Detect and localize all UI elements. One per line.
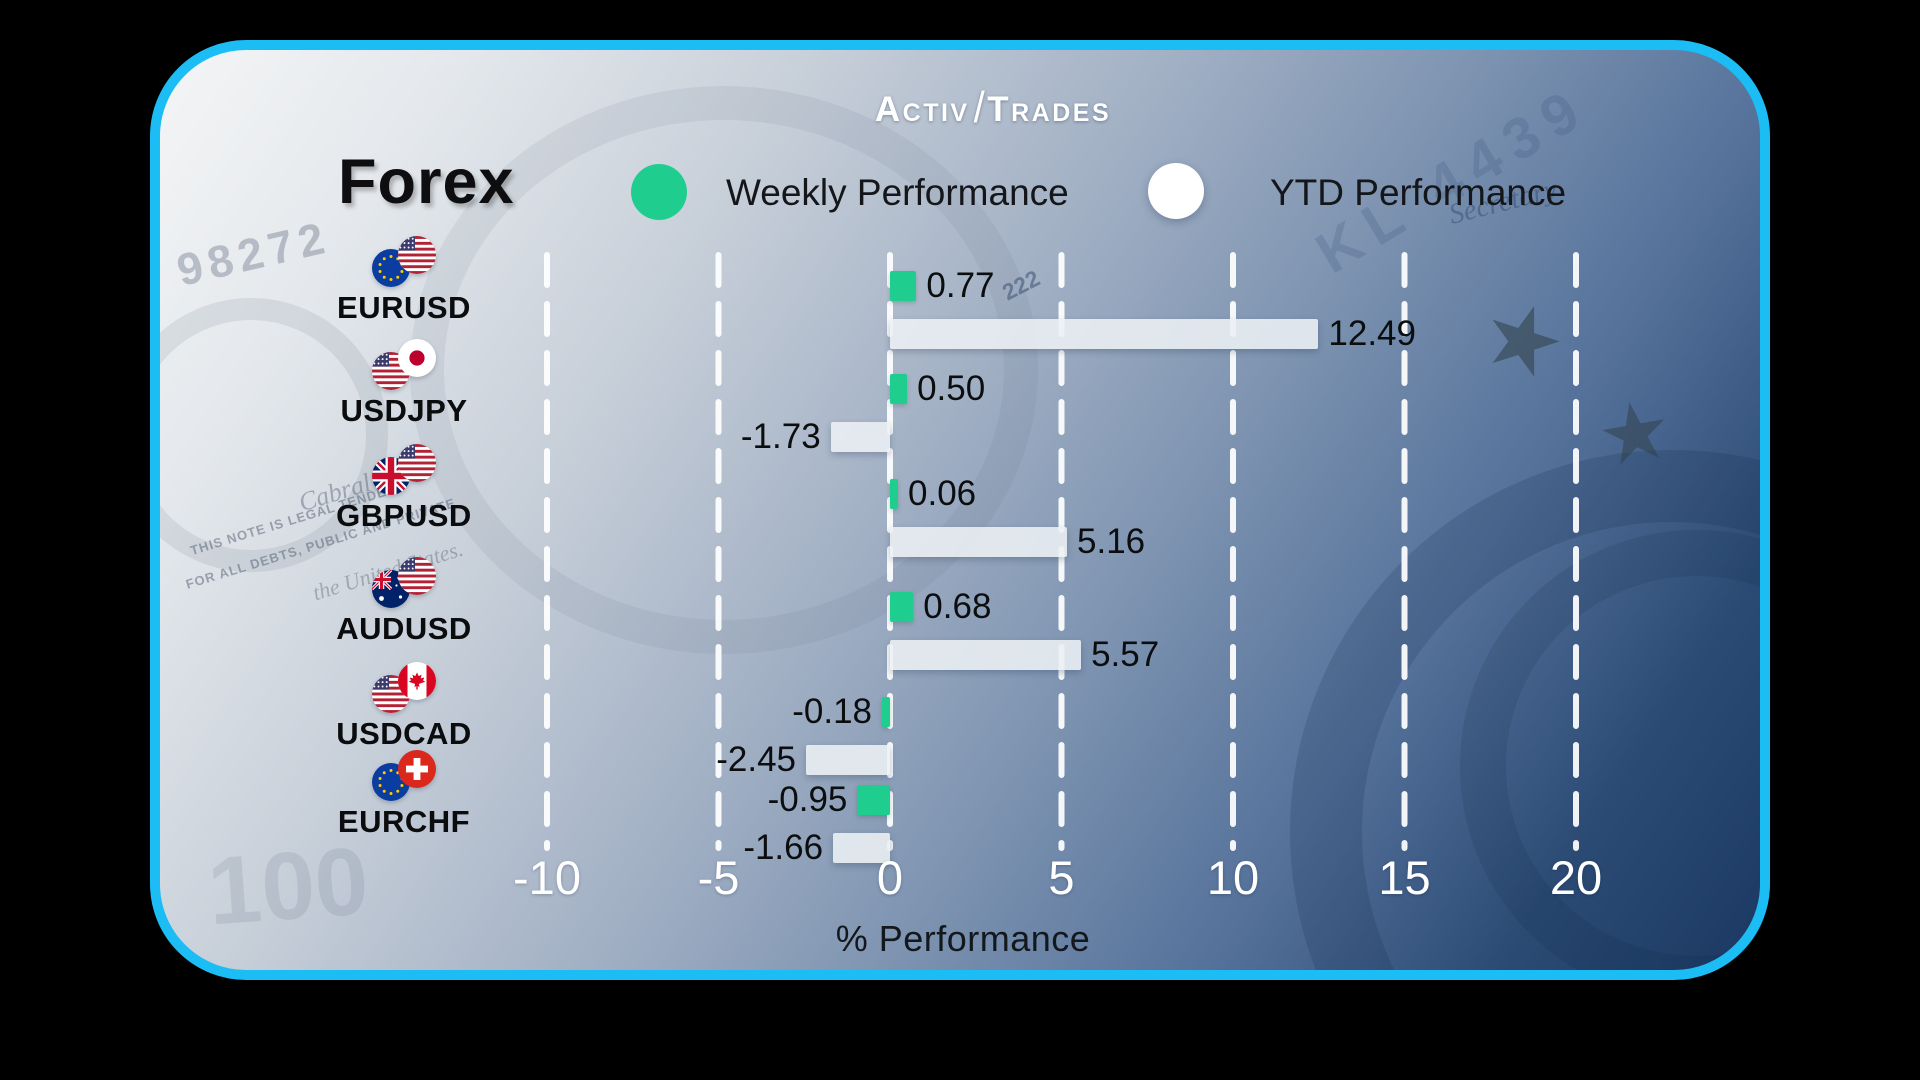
ytd-legend-dot bbox=[1148, 163, 1204, 219]
ytd-legend-label: YTD Performance bbox=[1270, 172, 1567, 213]
logo-activ: Activ bbox=[874, 90, 970, 129]
chart-gridlines bbox=[544, 252, 1579, 851]
x-axis-title: % Performance bbox=[835, 918, 1091, 959]
logo-trades: Trades bbox=[987, 90, 1112, 129]
weekly-legend-label: Weekly Performance bbox=[726, 172, 1069, 213]
page-title: Forex bbox=[338, 147, 515, 217]
activtrades-logo: Activ / Trades bbox=[793, 84, 1193, 132]
forex-panel-card: KL 4439 98272 222 Secretary Cabral the U… bbox=[150, 40, 1770, 980]
logo-slash-icon: / bbox=[973, 84, 988, 132]
weekly-legend-dot bbox=[631, 164, 687, 220]
